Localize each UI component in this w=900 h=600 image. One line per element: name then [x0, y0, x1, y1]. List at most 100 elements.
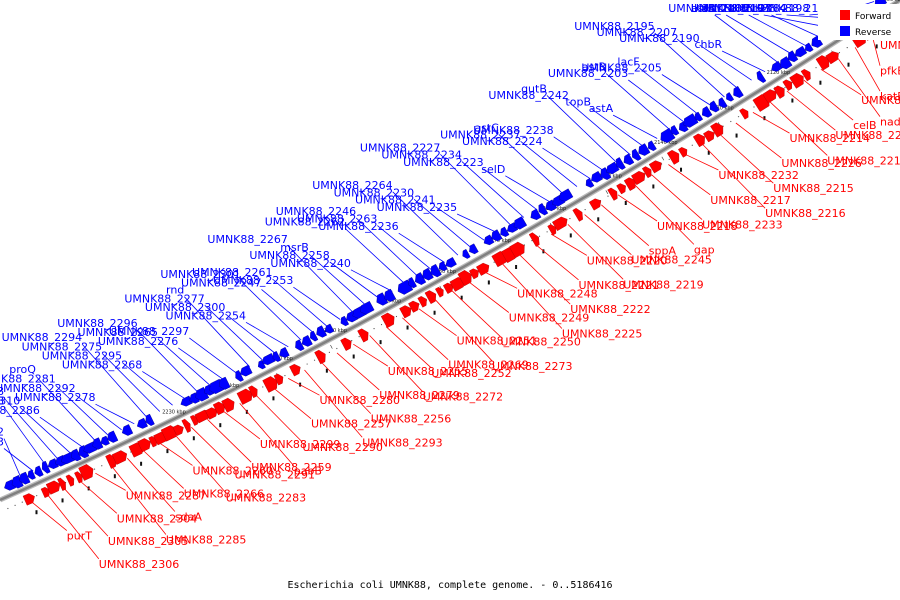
forward-gene-label: UMNK88_2226	[781, 157, 861, 170]
ruler-dot	[21, 501, 23, 503]
forward-feature	[442, 282, 454, 294]
misc-feature	[433, 310, 436, 315]
reverse-feature	[694, 111, 704, 122]
reverse-gene-label: UMNK88_2292	[0, 382, 76, 395]
reverse-feature	[530, 208, 542, 221]
reverse-feature	[623, 153, 635, 166]
label-leader	[435, 299, 493, 362]
reverse-gene-label: astB	[582, 61, 606, 74]
forward-gene-label: UMNK88_2293	[362, 436, 442, 449]
forward-feature	[509, 241, 525, 259]
forward-gene-label: UMNK88_2221	[579, 279, 659, 292]
misc-feature	[819, 80, 822, 85]
backbone-line	[0, 0, 900, 502]
label-leader	[255, 394, 303, 443]
reverse-gene-label: UMNK88_2278	[15, 391, 95, 404]
label-leader	[31, 501, 68, 531]
forward-gene-label: UMNK88_2256	[371, 413, 451, 426]
label-leader	[699, 44, 752, 81]
reverse-feature	[500, 226, 510, 237]
misc-feature	[272, 396, 275, 401]
label-leader	[820, 68, 862, 96]
ruler-tick-label: 2140 kbp	[654, 140, 678, 146]
forward-feature	[789, 72, 804, 89]
misc-feature	[325, 368, 328, 373]
reverse-gene-label: UMNK88_2264	[312, 179, 392, 192]
reverse-feature	[804, 42, 814, 53]
label-leader	[47, 494, 100, 560]
reverse-feature	[422, 267, 434, 281]
reverse-feature	[545, 199, 558, 212]
label-leader	[288, 378, 320, 396]
forward-feature	[631, 170, 646, 186]
label-leader	[3, 438, 21, 477]
ruler-dot	[313, 359, 316, 361]
misc-feature	[352, 354, 355, 359]
reverse-gene-label: UMNK88_2295	[42, 349, 122, 362]
forward-gene-label: UMNK88_2252	[431, 367, 511, 380]
forward-feature	[666, 149, 680, 165]
misc-feature	[140, 461, 143, 466]
reverse-gene-label: thrS	[741, 2, 764, 15]
forward-feature	[547, 224, 557, 236]
label-leader	[534, 243, 579, 281]
ruler-tick: 2140 kbp	[654, 140, 678, 161]
forward-gene-label: UMNK88_2280	[320, 394, 400, 407]
label-leader	[501, 262, 563, 329]
forward-gene-label: UMNK88_2273	[492, 360, 572, 373]
reverse-feature	[438, 261, 448, 272]
label-leader	[769, 101, 828, 156]
label-leader	[771, 14, 820, 38]
forward-gene-label: pfkB	[880, 65, 900, 78]
label-leader	[725, 14, 793, 55]
reverse-gene-label: UMNK88_2286	[0, 404, 40, 417]
label-leader	[377, 225, 432, 271]
label-leader	[654, 32, 725, 98]
reverse-feature	[11, 475, 24, 489]
label-leader	[413, 198, 472, 249]
forward-feature	[417, 296, 427, 308]
reverse-gene-label: proQ	[9, 363, 36, 376]
forward-feature	[572, 207, 583, 222]
label-leader	[735, 122, 782, 159]
legend-swatch-reverse	[840, 26, 850, 36]
forward-feature	[340, 337, 352, 351]
label-leader	[461, 161, 525, 218]
ruler-dot	[373, 327, 375, 330]
label-leader	[721, 50, 766, 73]
forward-feature	[825, 51, 839, 65]
reverse-feature	[585, 178, 595, 188]
label-leader	[189, 337, 237, 374]
forward-gene-label: UMNK88_2306	[99, 558, 179, 571]
forward-gene-label: UMNK88_2290	[302, 441, 382, 454]
label-leader	[567, 224, 624, 280]
ruler-dot	[351, 339, 353, 342]
ruler-dot	[7, 507, 9, 510]
forward-gene-label: UMNK88_2214	[790, 132, 870, 145]
reverse-gene-label: UMNK88_2277	[124, 292, 204, 305]
forward-feature	[380, 312, 395, 329]
reverse-gene-label: topB	[565, 96, 591, 109]
label-leader	[651, 174, 703, 220]
label-leader	[157, 338, 212, 387]
reverse-feature	[414, 272, 427, 285]
forward-feature	[703, 130, 715, 143]
label-leader	[546, 95, 618, 164]
forward-feature	[782, 79, 792, 91]
label-leader	[568, 101, 631, 156]
label-leader	[159, 442, 193, 466]
ruler-dot	[284, 374, 286, 377]
reverse-gene-label: UMNK88_2275	[22, 340, 102, 353]
label-leader	[685, 153, 719, 171]
ruler-dot	[395, 315, 398, 318]
reverse-feature	[195, 386, 210, 402]
label-leader	[748, 14, 806, 47]
forward-feature	[528, 232, 540, 247]
reverse-feature	[218, 376, 231, 390]
forward-gene-label: UMNK88_2218	[657, 220, 737, 233]
reverse-gene-label: UMNK88_2230	[334, 186, 414, 199]
ruler-tick-mark	[330, 344, 333, 349]
forward-feature	[212, 401, 226, 416]
